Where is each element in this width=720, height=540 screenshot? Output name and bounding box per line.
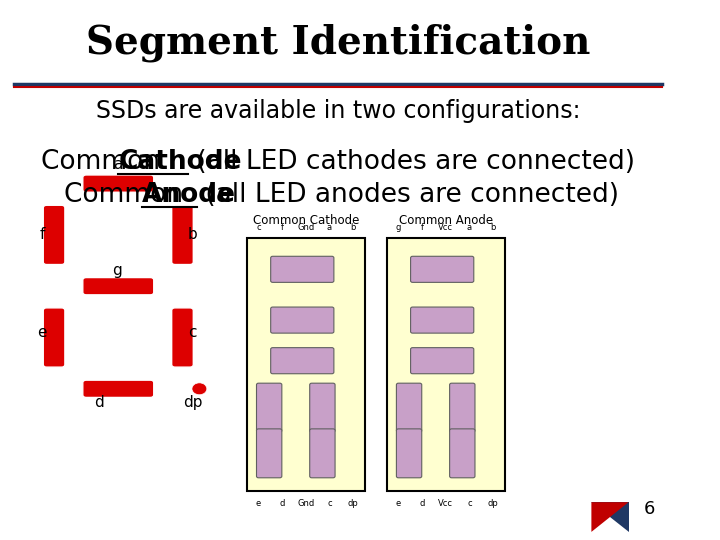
FancyBboxPatch shape [310,383,335,432]
Text: Cathode: Cathode [118,149,242,175]
Text: b: b [188,227,197,242]
Text: d: d [94,395,104,410]
Text: Common Cathode: Common Cathode [253,214,359,227]
FancyBboxPatch shape [171,308,193,367]
FancyBboxPatch shape [449,383,475,432]
FancyBboxPatch shape [43,205,65,265]
FancyBboxPatch shape [83,175,154,192]
Text: c: c [327,500,332,509]
Text: (all LED cathodes are connected): (all LED cathodes are connected) [188,149,635,175]
FancyBboxPatch shape [247,238,365,491]
Text: g: g [112,262,122,278]
Text: Anode: Anode [142,183,236,208]
Text: c: c [189,325,197,340]
FancyBboxPatch shape [310,429,335,478]
Text: dp: dp [183,395,202,410]
FancyBboxPatch shape [410,307,474,333]
FancyBboxPatch shape [171,205,193,265]
FancyBboxPatch shape [83,278,154,295]
Text: c: c [467,500,472,509]
Text: a: a [467,223,472,232]
Text: a: a [114,157,123,172]
FancyBboxPatch shape [271,348,334,374]
Text: b: b [490,223,496,232]
FancyBboxPatch shape [83,380,154,397]
Text: (all LED anodes are connected): (all LED anodes are connected) [197,183,619,208]
Text: Common: Common [64,183,192,208]
Ellipse shape [192,383,207,395]
FancyBboxPatch shape [256,429,282,478]
Text: dp: dp [348,500,359,509]
FancyBboxPatch shape [271,307,334,333]
Text: Gnd: Gnd [297,223,315,232]
FancyBboxPatch shape [43,308,65,367]
Text: Common Anode: Common Anode [399,214,492,227]
Text: Vcc: Vcc [438,223,454,232]
Text: 6: 6 [644,501,656,518]
Polygon shape [591,502,629,532]
FancyBboxPatch shape [397,383,422,432]
Text: dp: dp [487,500,498,509]
Text: f: f [281,223,284,232]
FancyBboxPatch shape [410,256,474,282]
Polygon shape [591,502,629,532]
Text: SSDs are available in two configurations:: SSDs are available in two configurations… [96,99,580,123]
FancyBboxPatch shape [387,238,505,491]
FancyBboxPatch shape [397,429,422,478]
FancyBboxPatch shape [256,383,282,432]
FancyBboxPatch shape [449,429,475,478]
Text: c: c [256,223,261,232]
Text: Gnd: Gnd [297,500,315,509]
Text: d: d [279,500,285,509]
Text: e: e [37,325,47,340]
Text: e: e [396,500,401,509]
Text: d: d [419,500,425,509]
Text: Common: Common [40,149,168,175]
Text: Vcc: Vcc [438,500,454,509]
Text: g: g [396,223,401,232]
Text: e: e [256,500,261,509]
FancyBboxPatch shape [271,256,334,282]
Text: f: f [420,223,423,232]
FancyBboxPatch shape [410,348,474,374]
Text: a: a [327,223,332,232]
Text: f: f [39,227,45,242]
Text: b: b [351,223,356,232]
Text: Segment Identification: Segment Identification [86,24,590,63]
